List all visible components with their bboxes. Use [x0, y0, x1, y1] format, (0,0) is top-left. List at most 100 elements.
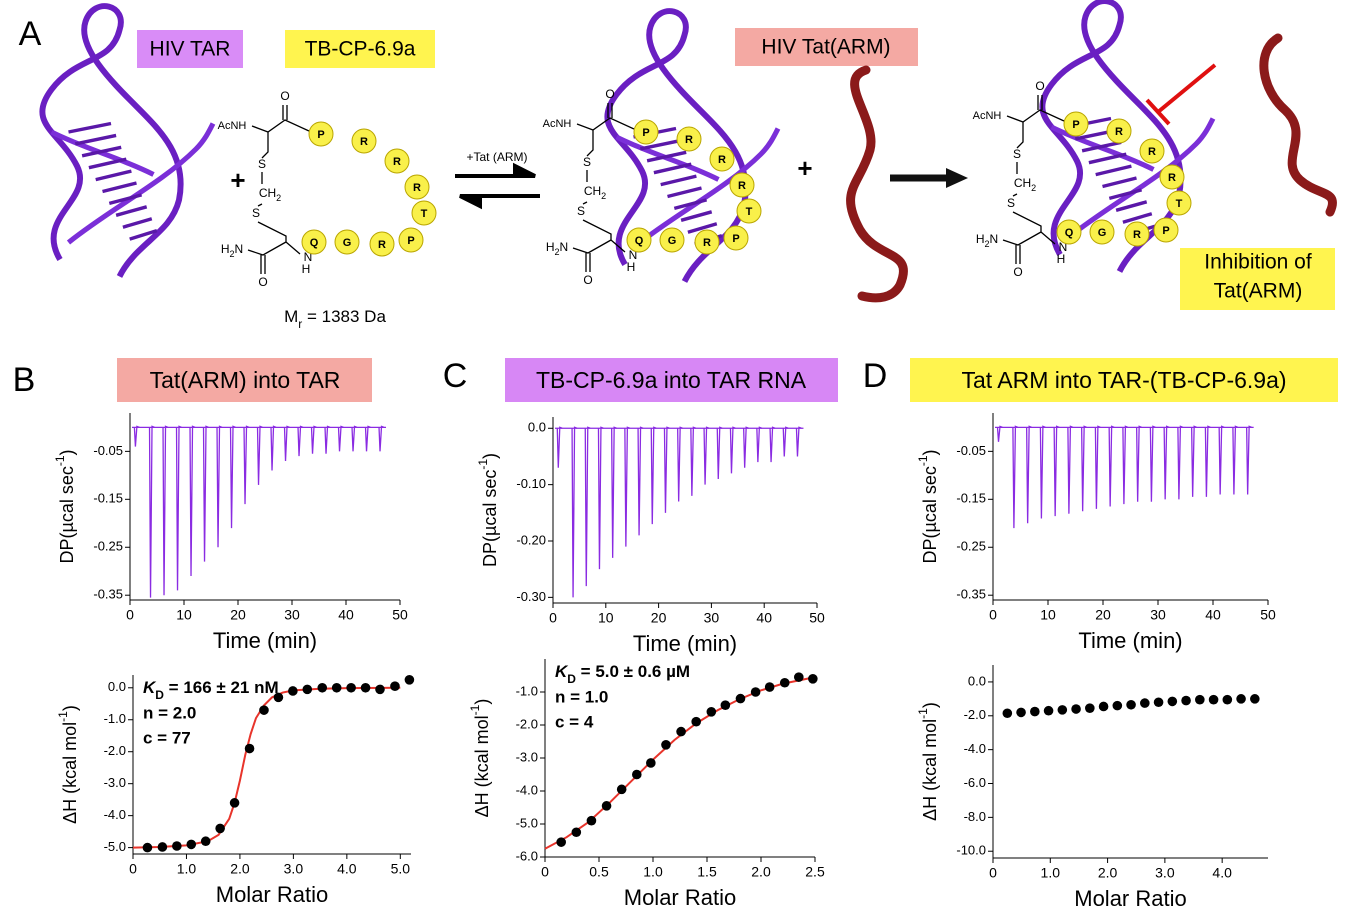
residue-letter: R — [393, 156, 401, 168]
panel-title: Tat(ARM) into TAR — [150, 367, 341, 393]
atom-label: H — [627, 260, 636, 274]
data-point — [1099, 702, 1109, 712]
y-tick-label: -6.0 — [516, 848, 538, 863]
x-tick-label: 2.0 — [1098, 865, 1118, 881]
data-point — [1168, 697, 1178, 707]
y-axis-label-text: ΔH (kcal mol — [920, 719, 940, 821]
y-tick-label: -0.10 — [516, 476, 546, 491]
y-axis-label-text: DP(µcal sec — [480, 470, 500, 567]
y-axis-label-superscript: -1 — [476, 459, 490, 470]
atom-label: O — [258, 275, 267, 289]
y-tick-label: -5.0 — [516, 815, 538, 830]
data-point — [317, 683, 327, 693]
residue-letter: R — [1115, 126, 1123, 138]
y-tick-label: -0.20 — [516, 532, 546, 547]
x-tick-label: 0 — [989, 607, 997, 623]
annotation: n = 1.0 — [555, 687, 608, 706]
data-point — [390, 681, 400, 691]
y-axis-label-text: ) — [920, 702, 940, 708]
y-tick-label: 0.0 — [968, 673, 986, 688]
data-point — [780, 678, 790, 688]
x-tick-label: 30 — [1150, 607, 1166, 623]
residue-letter: P — [1162, 225, 1169, 237]
residue-letter: P — [642, 127, 649, 139]
x-tick-label: 0 — [541, 864, 549, 880]
x-tick-label: 20 — [230, 607, 246, 623]
residue-letter: P — [1072, 119, 1079, 131]
x-tick-label: 0 — [126, 607, 134, 623]
x-tick-label: 0 — [989, 865, 997, 881]
x-tick-label: 40 — [1205, 607, 1221, 623]
y-tick-label: -2.0 — [964, 707, 986, 722]
y-tick-label: -1.0 — [516, 683, 538, 698]
y-tick-label: -1.0 — [104, 711, 126, 726]
x-axis-label: Molar Ratio — [624, 885, 736, 910]
data-point — [332, 683, 342, 693]
data-point — [1071, 704, 1081, 714]
panel-title: TB-CP-6.9a into TAR RNA — [536, 367, 807, 393]
data-point — [405, 675, 415, 685]
residue-letter: Q — [310, 237, 319, 249]
atom-subscript: 2 — [601, 191, 606, 201]
y-axis-label-text: DP(µcal sec — [920, 466, 940, 563]
residue-letter: R — [1133, 229, 1141, 241]
panel-label: A — [19, 15, 42, 53]
y-tick-label: -2.0 — [104, 743, 126, 758]
data-point — [736, 694, 746, 704]
residue-letter: Q — [1065, 227, 1074, 239]
atom-label: AcNH — [543, 118, 572, 130]
x-tick-label: 10 — [176, 607, 192, 623]
atom-subscript: 2 — [1031, 183, 1036, 193]
x-axis-label: Time (min) — [1078, 628, 1182, 653]
residue-letter: T — [746, 206, 753, 218]
panel-label: D — [863, 357, 888, 395]
atom-label: N — [560, 240, 569, 254]
y-tick-label: -4.0 — [964, 741, 986, 756]
x-tick-label: 50 — [809, 610, 825, 626]
annotation: n = 2.0 — [143, 703, 196, 722]
annotation-text: = 166 ± 21 nM — [164, 678, 279, 697]
x-tick-label: 20 — [651, 610, 667, 626]
atom-label: O — [280, 89, 289, 103]
data-point — [632, 770, 642, 780]
y-axis-label-text: ) — [472, 699, 492, 705]
atom-label: S — [577, 204, 585, 218]
data-point — [1044, 706, 1054, 716]
atom-label: N — [235, 242, 244, 256]
data-point — [707, 707, 717, 717]
data-point — [1223, 695, 1233, 705]
y-axis-label: ΔH (kcal mol-1) — [916, 702, 940, 821]
panel-label: C — [443, 357, 468, 395]
residue-letter: R — [718, 154, 726, 166]
y-tick-label: -0.05 — [956, 443, 986, 458]
x-tick-label: 3.0 — [284, 861, 304, 877]
y-tick-label: -0.15 — [93, 491, 123, 506]
x-axis-label: Time (min) — [213, 628, 317, 653]
x-tick-label: 30 — [284, 607, 300, 623]
y-axis-label-superscript: -1 — [916, 708, 930, 719]
y-axis-label: DP(µcal sec-1) — [916, 449, 940, 563]
annotation: c = 4 — [555, 712, 594, 731]
rna-label: HIV TAR — [150, 38, 231, 61]
y-tick-label: -0.35 — [93, 587, 123, 602]
residue-letter: R — [378, 239, 386, 251]
atom-label: S — [258, 157, 266, 171]
atom-label: AcNH — [218, 120, 247, 132]
residue-letter: P — [407, 235, 414, 247]
data-point — [201, 836, 211, 846]
residue-letter: T — [421, 208, 428, 220]
data-point — [1058, 705, 1068, 715]
y-axis-label: DP(µcal sec-1) — [476, 453, 500, 567]
data-point — [721, 700, 731, 710]
data-point — [808, 674, 818, 684]
residue-letter: Q — [635, 235, 644, 247]
x-tick-label: 0 — [129, 861, 137, 877]
y-tick-label: -0.30 — [516, 589, 546, 604]
plus-sign: + — [230, 165, 245, 195]
data-point — [245, 744, 255, 754]
y-tick-label: -3.0 — [104, 775, 126, 790]
residue-letter: R — [413, 182, 421, 194]
x-tick-label: 40 — [338, 607, 354, 623]
mass-text: = 1383 Da — [302, 307, 386, 326]
y-tick-label: -0.35 — [956, 587, 986, 602]
